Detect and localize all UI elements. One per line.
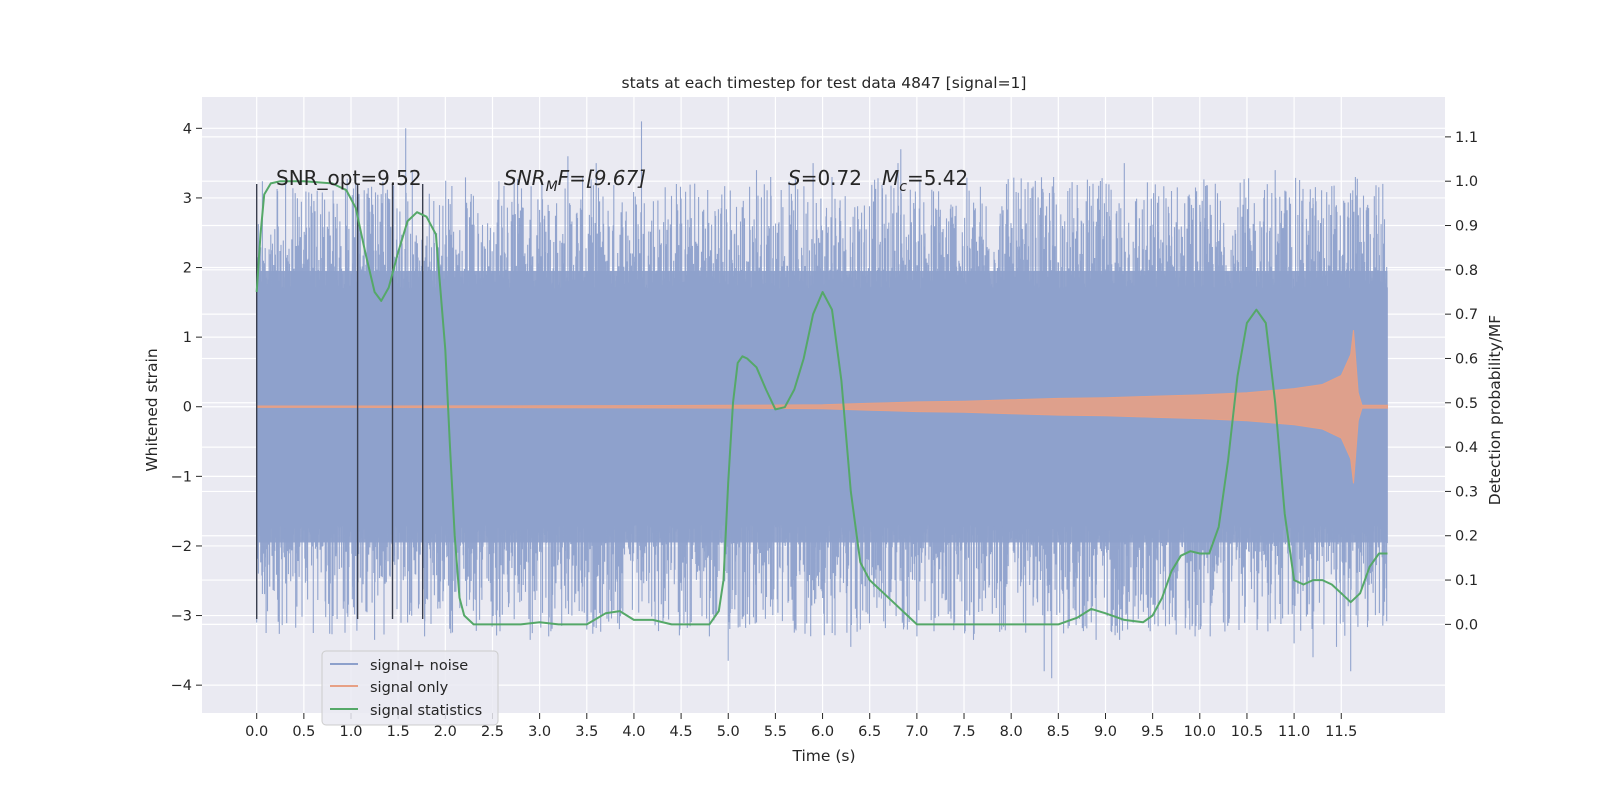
chart-title: stats at each timestep for test data 484…: [622, 74, 1027, 92]
tick-label-x: 4.5: [670, 724, 693, 740]
legend-box: [321, 650, 499, 726]
tick-label-left: 3: [183, 191, 192, 207]
tick-label-left: −1: [171, 469, 192, 485]
tick-label-x: 6.5: [858, 724, 881, 740]
signal-statistics-line: [255, 180, 1388, 626]
tick-label-x: 6.0: [811, 724, 834, 740]
legend-label-signal-only: signal only: [370, 680, 449, 696]
s-value: =0.72: [801, 166, 862, 190]
annotation-mc: Mc=5.42: [882, 166, 968, 195]
marker-lines: [255, 184, 424, 620]
tick-label-x: 0.5: [292, 724, 315, 740]
tick-label-right: 0.7: [1455, 307, 1478, 323]
snr-mf-symbol: SNR: [504, 166, 546, 190]
tick-label-x: 0.0: [245, 724, 268, 740]
mc-subscript: c: [899, 179, 907, 195]
tick-label-right: 0.3: [1455, 484, 1478, 500]
tick-label-left: 1: [183, 330, 192, 346]
legend-label-signal-statistics: signal statistics: [370, 703, 482, 719]
tick-label-left: 4: [183, 121, 192, 137]
tick-label-x: 7.0: [905, 724, 928, 740]
tick-label-x: 3.5: [575, 724, 598, 740]
snr-mf-value: F=[9.67]: [558, 166, 646, 190]
annotation-s: S=0.72: [788, 166, 862, 190]
tick-label-x: 2.5: [481, 724, 504, 740]
tick-label-x: 7.5: [952, 724, 975, 740]
tick-label-right: 1.0: [1455, 174, 1478, 190]
signal-only-series: [256, 330, 1388, 484]
right-axis-ticks: 1.1 1.0 0.9 0.8 0.7 0.6 0.5 0.4 0.3 0.2 0.1 0.0: [1445, 130, 1478, 633]
y-axis-right-label: Detection probability/MF: [1486, 315, 1504, 506]
s-symbol: S: [788, 166, 801, 190]
tick-label-x: 8.5: [1047, 724, 1070, 740]
tick-label-right: 0.5: [1455, 396, 1478, 412]
tick-label-right: 0.9: [1455, 219, 1478, 235]
legend: signal+ noise signal only signal statist…: [321, 650, 499, 726]
legend-label-signal-noise: signal+ noise: [370, 658, 468, 674]
tick-label-x: 9.0: [1094, 724, 1117, 740]
y-axis-left-label: Whitened strain: [143, 348, 161, 471]
tick-label-right: 0.0: [1455, 617, 1478, 633]
tick-label-right: 0.1: [1455, 573, 1478, 589]
mc-value: =5.42: [907, 166, 968, 190]
annotation-snr-mf: SNRMF=[9.67]: [504, 166, 646, 195]
tick-label-x: 9.5: [1141, 724, 1164, 740]
tick-label-x: 10.0: [1184, 724, 1216, 740]
tick-label-left: −3: [171, 609, 192, 625]
tick-label-right: 0.4: [1455, 440, 1478, 456]
tick-label-x: 5.0: [717, 724, 740, 740]
x-axis-label: Time (s): [791, 747, 855, 765]
mc-symbol: M: [882, 166, 899, 190]
snr-mf-subscript: M: [546, 179, 558, 195]
tick-label-left: −4: [171, 678, 192, 694]
tick-label-x: 8.0: [1000, 724, 1023, 740]
tick-label-x: 5.5: [764, 724, 787, 740]
tick-label-left: −2: [171, 539, 192, 555]
signal-only-envelope: [256, 330, 1388, 484]
tick-label-x: 1.0: [339, 724, 362, 740]
signal-statistics-series: [255, 180, 1388, 626]
x-axis-ticks: 0.0 0.5 1.0 1.5 2.0 2.5 3.0 3.5 4.0 4.5 5.0 5.5 6.0 6…: [245, 713, 1357, 740]
tick-label-right: 0.2: [1455, 529, 1478, 545]
tick-label-left: 0: [183, 400, 192, 416]
tick-label-left: 2: [183, 261, 192, 277]
tick-label-right: 0.8: [1455, 263, 1478, 279]
left-axis-ticks: 4 3 2 1 0 −1 −2 −3 −4: [171, 121, 202, 694]
tick-label-x: 10.5: [1231, 724, 1263, 740]
tick-label-right: 0.6: [1455, 351, 1478, 367]
annotation-snr-opt: SNR_opt=9.52: [276, 166, 422, 190]
tick-label-x: 1.5: [387, 724, 410, 740]
tick-label-x: 11.0: [1278, 724, 1310, 740]
tick-label-right: 1.1: [1455, 130, 1478, 146]
tick-label-x: 3.0: [528, 724, 551, 740]
tick-label-x: 11.5: [1325, 724, 1357, 740]
tick-label-x: 4.0: [622, 724, 645, 740]
tick-label-x: 2.0: [434, 724, 457, 740]
